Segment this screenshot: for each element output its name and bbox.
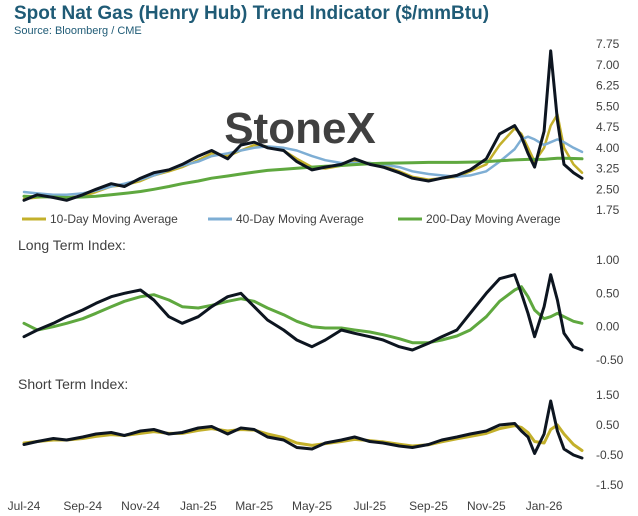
short-y-tick-label: -1.50 xyxy=(596,478,624,492)
legend-item-label: 10-Day Moving Average xyxy=(50,212,178,226)
long-term-panel: 1.00 0.50 0.00 -0.50 xyxy=(22,253,624,367)
price-series-spot xyxy=(22,49,584,202)
price-y-tick-label: 2.50 xyxy=(596,182,620,196)
long-series-long-term-trend xyxy=(22,285,584,345)
short-y-tick-label: -0.50 xyxy=(596,448,624,462)
price-y-tick-label: 4.75 xyxy=(596,120,620,134)
long-y-tick-label: 1.00 xyxy=(596,253,620,267)
x-axis: Jul-24 Sep-24 Nov-24 Jan-25 Mar-25 May-25 Jul-… xyxy=(8,499,563,513)
price-y-tick-label: 1.75 xyxy=(596,203,620,217)
x-tick-label: Nov-24 xyxy=(121,499,160,513)
long-series-long-term-index xyxy=(22,273,584,352)
x-tick-label: Jul-25 xyxy=(353,499,386,513)
price-series-40-day-moving-average xyxy=(22,135,584,197)
price-y-tick-label: 6.25 xyxy=(596,79,620,93)
chart-title: Spot Nat Gas (Henry Hub) Trend Indicator… xyxy=(14,3,490,24)
price-y-tick-label: 4.00 xyxy=(596,141,620,155)
long-y-tick-label: -0.50 xyxy=(596,353,624,367)
legend-item-label: 40-Day Moving Average xyxy=(236,212,364,226)
short-term-panel: 1.50 0.50 -0.50 -1.50 xyxy=(22,388,624,492)
long-y-tick-label: 0.00 xyxy=(596,320,620,334)
x-tick-label: Sep-24 xyxy=(63,499,102,513)
price-y-tick-label: 5.50 xyxy=(596,99,620,113)
x-tick-label: Jan-26 xyxy=(526,499,563,513)
stonex-watermark: StoneX xyxy=(224,104,376,153)
price-y-tick-label: 7.75 xyxy=(596,37,620,51)
x-tick-label: Mar-25 xyxy=(235,499,273,513)
x-tick-label: Jan-25 xyxy=(180,499,217,513)
x-tick-label: Sep-25 xyxy=(409,499,448,513)
short-y-tick-label: 1.50 xyxy=(596,388,620,402)
price-panel: 7.75 7.00 6.25 5.50 4.75 4.00 3.25 2.50 1.75 xyxy=(22,37,620,217)
short-term-index-label: Short Term Index: xyxy=(18,376,129,392)
legend: 10-Day Moving Average 40-Day Moving Avera… xyxy=(22,212,561,226)
price-y-tick-label: 3.25 xyxy=(596,162,620,176)
x-tick-label: Nov-25 xyxy=(467,499,506,513)
x-tick-label: May-25 xyxy=(292,499,332,513)
price-y-tick-label: 7.00 xyxy=(596,58,620,72)
long-term-index-label: Long Term Index: xyxy=(18,237,126,253)
short-y-tick-label: 0.50 xyxy=(596,418,620,432)
x-tick-label: Jul-24 xyxy=(8,499,41,513)
long-y-tick-label: 0.50 xyxy=(596,286,620,300)
chart-source: Source: Bloomberg / CME xyxy=(14,25,142,37)
legend-item-label: 200-Day Moving Average xyxy=(426,212,561,226)
short-series-short-term-index xyxy=(22,399,584,460)
